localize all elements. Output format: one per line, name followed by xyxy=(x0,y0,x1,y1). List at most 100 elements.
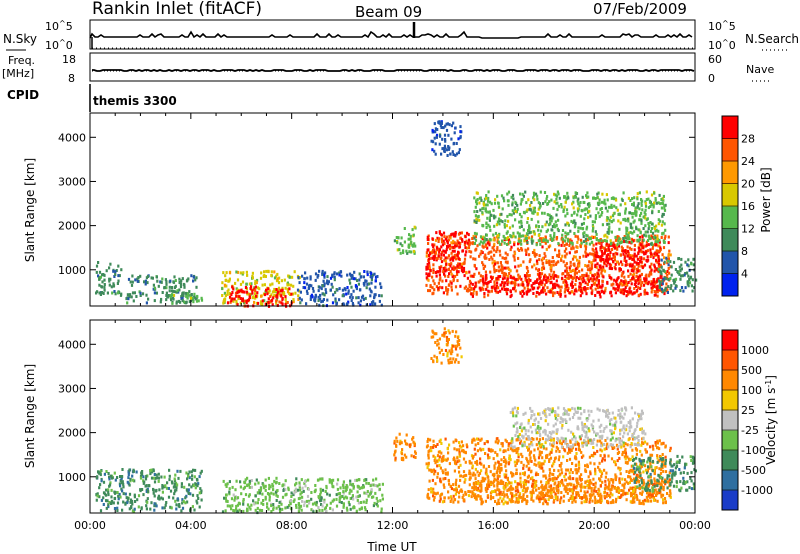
power-echo-cell xyxy=(281,298,284,302)
power-echo-cell xyxy=(487,196,490,200)
power-echo-cell xyxy=(536,194,539,198)
velocity-echo-cell xyxy=(145,507,148,511)
power-echo-cell xyxy=(601,211,604,214)
power-echo-cell xyxy=(553,282,556,286)
power-echo-cell xyxy=(485,221,488,225)
power-echo-cell xyxy=(443,149,446,153)
power-echo-cell xyxy=(563,244,566,247)
velocity-echo-cell xyxy=(250,479,253,482)
velocity-echo-cell xyxy=(258,508,262,512)
power-echo-cell xyxy=(549,234,552,238)
power-echo-cell xyxy=(322,279,325,283)
power-echo-cell xyxy=(248,293,251,297)
power-echo-cell xyxy=(463,260,466,264)
power-echo-cell xyxy=(655,201,658,205)
power-echo-cell xyxy=(579,226,582,230)
power-echo-cell xyxy=(622,288,625,292)
power-echo-cell xyxy=(651,285,654,289)
power-echo-cell xyxy=(181,294,184,298)
velocity-echo-cell xyxy=(129,477,132,481)
power-echo-cell xyxy=(585,254,588,258)
power-echo-cell xyxy=(431,148,434,152)
power-echo-cell xyxy=(440,260,444,264)
power-echo-cell xyxy=(192,300,195,304)
velocity-echo-cell xyxy=(257,481,260,485)
velocity-echo-cell xyxy=(122,500,125,504)
power-echo-cell xyxy=(495,223,498,227)
power-echo-cell xyxy=(226,292,229,296)
velocity-echo-cell xyxy=(274,490,278,494)
power-echo-cell xyxy=(624,263,627,267)
power-echo-cell xyxy=(457,262,460,266)
power-echo-cell xyxy=(280,294,283,298)
power-echo-cell xyxy=(565,247,568,251)
power-echo-cell xyxy=(342,302,345,306)
velocity-echo-cell xyxy=(589,470,592,474)
power-echo-cell xyxy=(553,274,556,278)
power-echo-cell xyxy=(426,267,429,271)
power-echo-cell xyxy=(276,279,279,282)
power-echo-cell xyxy=(451,256,454,260)
power-echo-cell xyxy=(165,291,168,295)
power-echo-cell xyxy=(101,273,104,277)
velocity-echo-cell xyxy=(372,504,375,508)
power-echo-cell xyxy=(505,292,509,296)
power-echo-cell xyxy=(676,270,679,274)
power-echo-cell xyxy=(400,236,403,240)
velocity-echo-cell xyxy=(452,483,455,487)
power-echo-cell xyxy=(533,263,536,267)
power-echo-cell xyxy=(512,254,515,258)
power-echo-cell xyxy=(479,240,483,244)
power-echo-cell xyxy=(667,257,670,261)
power-echo-cell xyxy=(591,220,594,224)
velocity-echo-cell xyxy=(193,508,196,512)
power-echo-cell xyxy=(598,292,601,296)
velocity-echo-cell xyxy=(175,485,178,489)
power-echo-cell xyxy=(600,257,604,261)
power-echo-cell xyxy=(529,258,532,262)
power-echo-cell xyxy=(575,250,578,254)
velocity-echo-cell xyxy=(600,499,603,503)
power-echo-cell xyxy=(661,197,664,201)
power-echo-cell xyxy=(639,292,642,296)
power-echo-cell xyxy=(230,293,233,296)
power-echo-cell xyxy=(637,286,640,290)
power-echo-cell xyxy=(509,281,512,285)
power-echo-cell xyxy=(667,267,670,270)
power-echo-cell xyxy=(630,290,633,294)
power-echo-cell xyxy=(568,251,571,255)
power-echo-cell xyxy=(452,142,455,146)
velocity-echo-cell xyxy=(122,485,125,489)
velocity-echo-cell xyxy=(522,472,525,475)
power-echo-cell xyxy=(600,267,603,271)
power-echo-cell xyxy=(585,252,588,256)
power-echo-cell xyxy=(443,144,446,148)
power-echo-cell xyxy=(499,253,502,257)
power-echo-cell xyxy=(644,208,647,212)
power-echo-cell xyxy=(260,271,263,275)
velocity-echo-cell xyxy=(569,439,572,443)
power-echo-cell xyxy=(338,287,341,291)
power-echo-cell xyxy=(622,191,625,195)
power-echo-cell xyxy=(486,199,490,203)
velocity-echo-cell xyxy=(127,476,130,480)
velocity-echo-cell xyxy=(117,494,120,498)
power-echo-cell xyxy=(557,192,560,196)
power-echo-cell xyxy=(643,252,646,256)
power-echo-cell xyxy=(432,245,435,249)
power-echo-cell xyxy=(640,203,643,207)
velocity-echo-cell xyxy=(357,478,360,482)
power-echo-cell xyxy=(593,273,596,277)
power-echo-cell xyxy=(526,217,529,220)
velocity-echo-cell xyxy=(242,487,245,491)
power-echo-cell xyxy=(455,270,459,274)
velocity-echo-cell xyxy=(96,494,99,498)
power-echo-cell xyxy=(524,278,527,282)
velocity-echo-cell xyxy=(109,474,112,478)
velocity-echo-cell xyxy=(280,502,283,506)
power-echo-cell xyxy=(503,225,506,229)
power-echo-cell xyxy=(571,244,574,248)
velocity-echo-cell xyxy=(624,451,627,455)
power-echo-cell xyxy=(496,290,499,294)
velocity-echo-cell xyxy=(228,487,231,491)
